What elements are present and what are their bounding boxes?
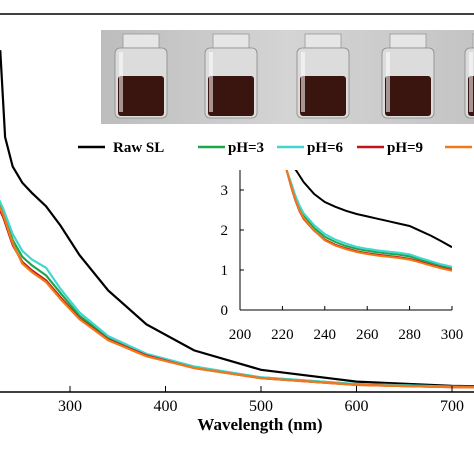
- inset-y-tick-label: 0: [221, 303, 229, 319]
- main-x-ticks: 300 400 500 600 700: [58, 386, 464, 415]
- main-plot-frame: [0, 13, 474, 393]
- main-series-line-0: [0, 50, 474, 388]
- inset-x-tick-label: 300: [441, 327, 464, 343]
- inset-x-tick-label: 200: [229, 327, 252, 343]
- vial: [296, 33, 350, 119]
- main-x-tick-label: 700: [440, 398, 464, 415]
- inset-plot: 0 1 2 3 200 220 240 260 280 300: [221, 170, 464, 343]
- main-x-tick-label: 600: [345, 398, 369, 415]
- legend-label: pH=3: [228, 140, 264, 156]
- legend: Raw SL pH=3 pH=6 pH=9: [78, 140, 472, 156]
- vial: [381, 33, 435, 119]
- inset-y-tick-label: 1: [221, 263, 229, 279]
- vial: [464, 33, 474, 119]
- legend-label: pH=6: [307, 140, 344, 156]
- x-axis-label: Wavelength (nm): [197, 415, 322, 434]
- vial-liquid: [300, 76, 346, 116]
- main-x-tick-label: 400: [154, 398, 178, 415]
- main-series-line-4: [0, 205, 474, 389]
- inset-series-line-4: [285, 170, 452, 272]
- inset-y-tick-label: 3: [221, 183, 229, 199]
- inset-x-tick-label: 280: [398, 327, 421, 343]
- main-series-group: [0, 50, 474, 389]
- vial: [114, 33, 168, 119]
- inset-y-tick-label: 2: [221, 223, 229, 239]
- vial-liquid: [385, 76, 431, 116]
- vial: [204, 33, 258, 119]
- inset-series-line-0: [294, 170, 452, 249]
- vial-liquid: [118, 76, 164, 116]
- main-x-tick-label: 300: [58, 398, 82, 415]
- main-x-tick-label: 500: [249, 398, 273, 415]
- inset-x-tick-label: 220: [271, 327, 294, 343]
- sample-vials-photo: [101, 30, 474, 124]
- legend-label: Raw SL: [113, 140, 164, 156]
- inset-x-tick-label: 260: [356, 327, 379, 343]
- inset-series-line-2: [285, 170, 452, 268]
- vial-liquid: [208, 76, 254, 116]
- inset-x-tick-label: 240: [314, 327, 337, 343]
- legend-label: pH=9: [387, 140, 423, 156]
